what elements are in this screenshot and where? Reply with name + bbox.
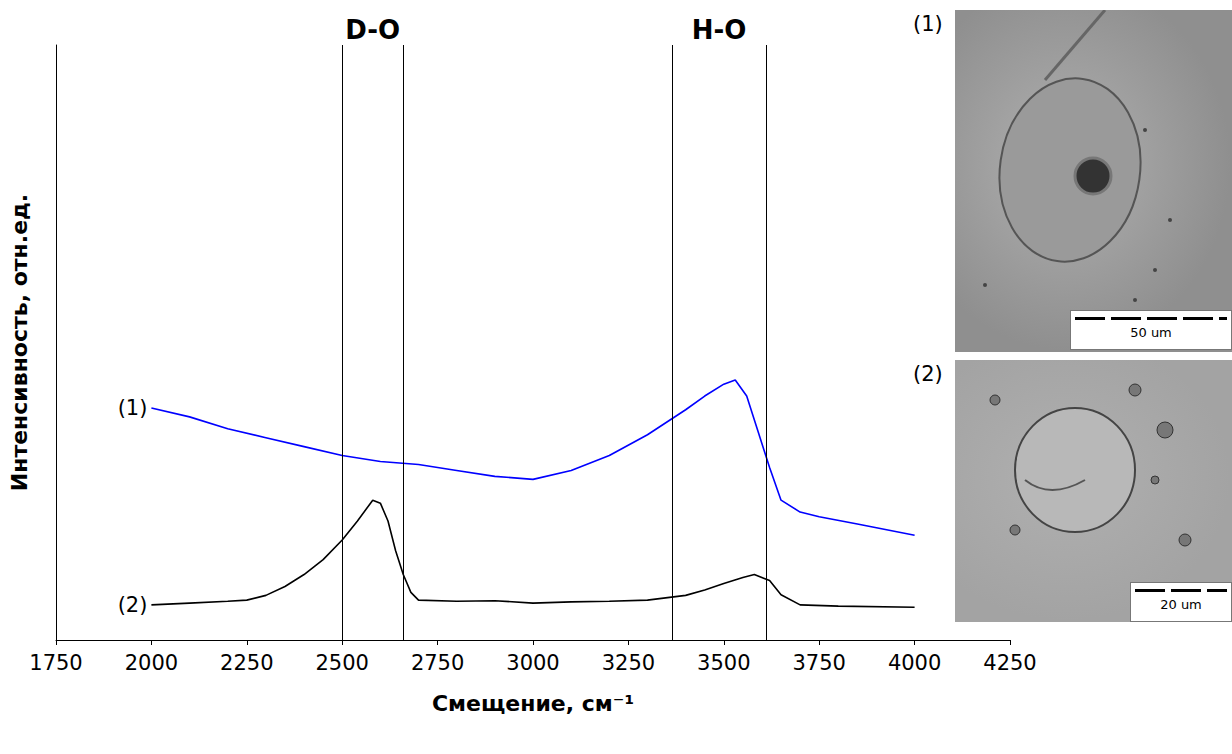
svg-text:2250: 2250 bbox=[220, 651, 273, 675]
html-text:(1): (1) bbox=[913, 12, 943, 36]
svg-text:(2): (2) bbox=[118, 593, 148, 617]
svg-text:1750: 1750 bbox=[29, 651, 82, 675]
svg-text:3250: 3250 bbox=[602, 651, 655, 675]
html-text:20 um: 20 um bbox=[1160, 597, 1202, 612]
svg-text:(1): (1) bbox=[118, 396, 148, 420]
svg-text:Смещение, см⁻¹: Смещение, см⁻¹ bbox=[432, 691, 634, 716]
svg-text:4250: 4250 bbox=[983, 651, 1036, 675]
svg-text:2500: 2500 bbox=[315, 651, 368, 675]
html-text:(2): (2) bbox=[913, 362, 943, 386]
svg-text:3750: 3750 bbox=[792, 651, 845, 675]
svg-text:3500: 3500 bbox=[697, 651, 750, 675]
svg-text:D-O: D-O bbox=[345, 15, 400, 45]
svg-text:Интенсивность, отн.ед.: Интенсивность, отн.ед. bbox=[7, 194, 32, 491]
svg-text:3000: 3000 bbox=[506, 651, 559, 675]
svg-text:4000: 4000 bbox=[888, 651, 941, 675]
svg-text:2750: 2750 bbox=[411, 651, 464, 675]
html-text:50 um: 50 um bbox=[1130, 325, 1172, 340]
svg-text:H-O: H-O bbox=[692, 15, 747, 45]
svg-text:2000: 2000 bbox=[125, 651, 178, 675]
